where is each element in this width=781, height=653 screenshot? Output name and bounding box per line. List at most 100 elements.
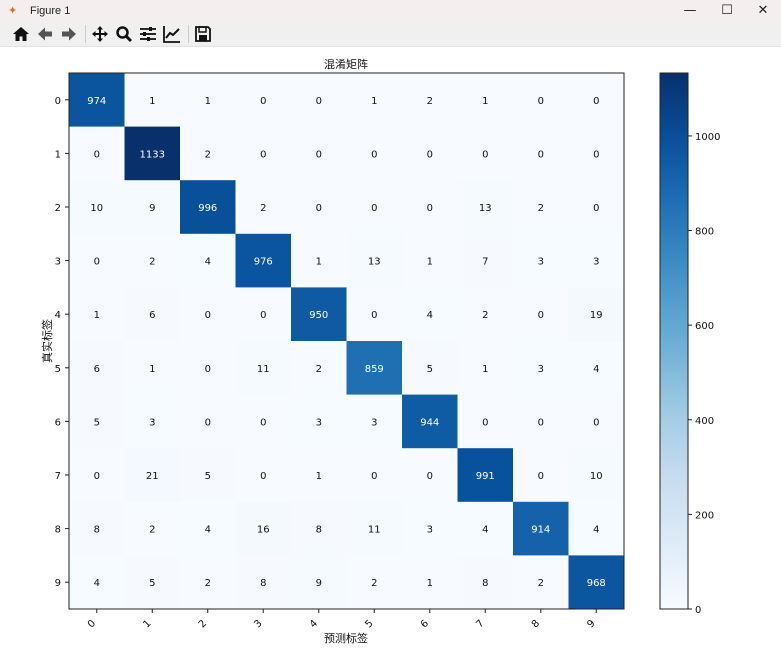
- heatmap-cell: [402, 394, 458, 449]
- x-tick-label: 7: [474, 618, 486, 630]
- zoom-icon: [116, 26, 133, 43]
- configure-subplots-button[interactable]: [137, 23, 159, 45]
- heatmap-cell: [69, 501, 125, 556]
- cell-value-label: 1: [94, 310, 100, 321]
- x-tick-label: 6: [419, 618, 431, 630]
- cell-value-label: 3: [593, 257, 599, 268]
- colorbar-tick-label: 400: [695, 416, 714, 427]
- heatmap-cell: [180, 448, 236, 503]
- heatmap-cell: [291, 233, 347, 288]
- heatmap-cell: [513, 501, 569, 556]
- cell-value-label: 0: [94, 257, 100, 268]
- cell-value-label: 0: [482, 149, 488, 160]
- forward-button[interactable]: [58, 23, 80, 45]
- heatmap-cell: [513, 73, 569, 128]
- chart-title: 混淆矩阵: [324, 57, 368, 71]
- save-button[interactable]: [192, 23, 214, 45]
- heatmap-cell: [180, 73, 236, 128]
- heatmap-cell: [69, 73, 125, 128]
- heatmap-cell: [457, 501, 514, 556]
- heatmap-cell: [235, 233, 292, 288]
- heatmap-cell: [69, 341, 125, 396]
- x-tick-label: 1: [141, 618, 153, 630]
- cell-value-label: 4: [94, 578, 100, 589]
- y-tick-label: 2: [55, 203, 61, 214]
- heatmap-cell: [346, 233, 403, 288]
- heatmap-cell: [124, 555, 181, 610]
- edit-axis-button[interactable]: [161, 23, 183, 45]
- close-button[interactable]: ✕: [757, 3, 769, 18]
- heatmap-cell: [346, 73, 403, 128]
- cell-value-label: 1: [371, 96, 377, 107]
- heatmap-cell: [457, 180, 514, 235]
- cell-value-label: 0: [260, 471, 266, 482]
- heatmap-cell: [513, 126, 569, 181]
- heatmap-cell: [568, 180, 625, 235]
- cell-value-label: 8: [260, 578, 266, 589]
- cell-value-label: 2: [482, 310, 488, 321]
- cell-value-label: 1: [482, 364, 488, 375]
- cell-value-label: 0: [205, 364, 211, 375]
- cell-value-label: 1: [205, 96, 211, 107]
- minimize-button[interactable]: —: [683, 3, 697, 18]
- cell-value-label: 2: [205, 149, 211, 160]
- y-tick-label: 1: [55, 149, 61, 160]
- cell-value-label: 0: [538, 417, 544, 428]
- zoom-button[interactable]: [113, 23, 135, 45]
- heatmap-cell: [402, 126, 458, 181]
- x-tick-label: 3: [252, 618, 264, 630]
- heatmap-cell: [346, 287, 403, 342]
- x-tick-label: 0: [86, 618, 98, 630]
- y-tick-label: 5: [55, 364, 61, 375]
- cell-value-label: 0: [316, 203, 322, 214]
- heatmap-cell: [402, 287, 458, 342]
- heatmap-cell: [180, 233, 236, 288]
- cell-value-label: 4: [593, 525, 599, 536]
- cell-value-label: 859: [365, 364, 384, 375]
- heatmap-cell: [513, 448, 569, 503]
- heatmap-cell: [291, 73, 347, 128]
- home-button[interactable]: [10, 23, 32, 45]
- cell-value-label: 2: [316, 364, 322, 375]
- back-button[interactable]: [34, 23, 56, 45]
- cell-value-label: 1: [316, 471, 322, 482]
- heatmap-cell: [568, 394, 625, 449]
- heatmap-cell: [457, 394, 514, 449]
- save-icon: [195, 26, 211, 42]
- cell-value-label: 968: [587, 578, 606, 589]
- cell-value-label: 1: [427, 257, 433, 268]
- maximize-button[interactable]: ☐: [721, 3, 733, 18]
- heatmap-cell: [124, 126, 181, 181]
- y-tick-label: 8: [55, 525, 61, 536]
- window-titlebar: ✦ Figure 1 — ☐ ✕: [0, 0, 781, 22]
- cell-value-label: 2: [260, 203, 266, 214]
- cell-value-label: 2: [538, 203, 544, 214]
- cell-value-label: 10: [90, 203, 103, 214]
- cell-value-label: 1133: [140, 149, 165, 160]
- heatmap-cell: [513, 287, 569, 342]
- heatmap-cell: [291, 341, 347, 396]
- heatmap-cell: [568, 501, 625, 556]
- heatmap-cell: [346, 501, 403, 556]
- pan-button[interactable]: [89, 23, 111, 45]
- cell-value-label: 9: [316, 578, 322, 589]
- cell-value-label: 19: [590, 310, 603, 321]
- cell-value-label: 974: [87, 96, 106, 107]
- cell-value-label: 0: [260, 96, 266, 107]
- cell-value-label: 0: [482, 417, 488, 428]
- heatmap-cell: [291, 501, 347, 556]
- heatmap-cell: [513, 555, 569, 610]
- window-title: Figure 1: [30, 5, 71, 17]
- cell-value-label: 0: [205, 417, 211, 428]
- heatmap-cell: [124, 287, 181, 342]
- heatmap-cell: [124, 501, 181, 556]
- cell-value-label: 2: [427, 96, 433, 107]
- cell-value-label: 0: [593, 96, 599, 107]
- cell-value-label: 3: [538, 364, 544, 375]
- cell-value-label: 996: [198, 203, 217, 214]
- x-tick-label: 4: [308, 618, 320, 630]
- heatmap-cell: [235, 448, 292, 503]
- matplotlib-app-icon: ✦: [8, 4, 18, 17]
- cell-value-label: 0: [94, 471, 100, 482]
- cell-value-label: 2: [205, 578, 211, 589]
